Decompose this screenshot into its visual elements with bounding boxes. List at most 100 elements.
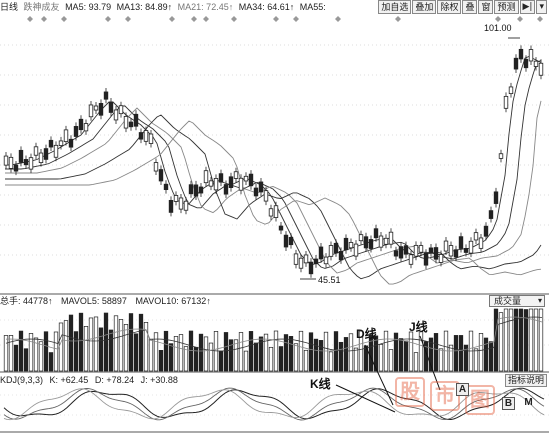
volume-bar (473, 348, 479, 372)
dropdown-arrow-icon[interactable]: ▾ (536, 0, 547, 14)
candle-body (258, 181, 264, 193)
volume-bar (318, 340, 324, 372)
j-line-arrow (419, 335, 441, 391)
candle-body (13, 164, 19, 172)
side-button-b[interactable]: B (502, 397, 515, 410)
volume-bar (293, 343, 299, 372)
volume-bar (248, 331, 254, 372)
candle-body (358, 234, 364, 242)
volume-bar (448, 344, 454, 372)
kdj-d-value: D: +78.24 (94, 375, 135, 385)
candle-body (3, 155, 9, 166)
signal-diamond-icon (231, 16, 237, 22)
side-button-a[interactable]: A (456, 383, 469, 396)
volume-bar (13, 344, 19, 372)
volume-bar (123, 324, 129, 372)
volume-indicator-select[interactable]: 成交量 (489, 295, 545, 307)
stock-name: 跌神成友 (23, 2, 60, 12)
period-tag: 日线 (0, 2, 19, 12)
signal-diamond-icon (273, 16, 279, 22)
volume-bar (83, 326, 89, 372)
candle-body (373, 228, 379, 239)
signal-markers (27, 16, 543, 22)
ma55-label: MA55: (299, 2, 326, 12)
candle-body (103, 91, 109, 100)
candle-body (403, 245, 409, 255)
high-price-value: 101.00 (484, 23, 512, 33)
ex-rights-button[interactable]: 除权 (437, 0, 462, 14)
volume-bar (313, 338, 319, 372)
volume-bar (68, 314, 74, 372)
candle-body (68, 138, 74, 148)
stack-button[interactable]: 叠 (462, 0, 478, 14)
overlay-button[interactable]: 叠加 (412, 0, 437, 14)
play-end-icon[interactable]: ▶| (519, 0, 536, 14)
add-watchlist-button[interactable]: 加自选 (378, 0, 412, 14)
candle-body (8, 156, 14, 169)
candle-body (463, 248, 469, 253)
volume-bar (523, 309, 529, 372)
candle-body (28, 157, 34, 170)
candle-body (268, 208, 274, 217)
volume-bar (303, 349, 309, 372)
volume-bar (38, 341, 44, 372)
candle-body (233, 171, 239, 179)
candle-body (283, 234, 289, 248)
candle-body (93, 105, 99, 111)
low-price-label: 45.51 (318, 275, 341, 285)
candle-body (158, 169, 164, 182)
candle-body (388, 231, 394, 245)
volume-ma-lines (5, 316, 543, 352)
kdj-legend: KDJ(9,3,3) K: +62.45 D: +78.24 J: +30.88 (0, 375, 182, 386)
volume-bar (483, 337, 489, 372)
candle-body (398, 246, 404, 259)
volume-bar (253, 342, 259, 372)
candle-body (223, 184, 229, 195)
candle-body (38, 152, 44, 164)
candle-body (48, 139, 54, 148)
volume-bar (513, 308, 519, 372)
window-button[interactable]: 窗 (478, 0, 494, 14)
volume-bar (488, 341, 494, 372)
volume-bar (518, 308, 524, 372)
volume-bar (128, 313, 134, 372)
volume-bar (138, 313, 144, 372)
volume-bar (478, 333, 484, 372)
candle-body (418, 245, 424, 253)
volume-bar (393, 332, 399, 372)
volume-bar (188, 330, 194, 372)
volume-bar (143, 321, 149, 372)
candle-body (408, 254, 414, 265)
volume-bar (353, 347, 359, 372)
candle-body (428, 247, 434, 254)
volume-bar (238, 332, 244, 372)
candle-body (118, 105, 124, 115)
volume-bar (3, 335, 9, 372)
volume-bar (223, 332, 229, 372)
volume-bar (273, 330, 279, 372)
volume-bar (288, 336, 294, 372)
volume-bar (383, 330, 389, 372)
volume-bar (88, 317, 94, 372)
candle-body (288, 236, 294, 246)
candle-body (278, 225, 284, 231)
candle-body (208, 180, 214, 187)
candle-body (173, 195, 179, 202)
volume-bar (243, 350, 249, 372)
candle-body (113, 109, 119, 121)
candle-body (178, 197, 184, 210)
candle-body (98, 102, 104, 116)
volume-bar (168, 343, 174, 372)
side-button-m[interactable]: M (524, 397, 533, 408)
candle-body (338, 251, 344, 261)
volume-bar (113, 315, 119, 372)
forecast-button[interactable]: 预测 (494, 0, 519, 14)
ma34-label: MA34: 64.61↑ (238, 2, 295, 12)
signal-diamond-icon (169, 16, 175, 22)
volume-bar (78, 312, 84, 372)
volume-bar (433, 333, 439, 372)
candle-body (453, 249, 459, 258)
indicator-help-button[interactable]: 指标说明 (504, 374, 547, 387)
candle-body (493, 191, 499, 204)
